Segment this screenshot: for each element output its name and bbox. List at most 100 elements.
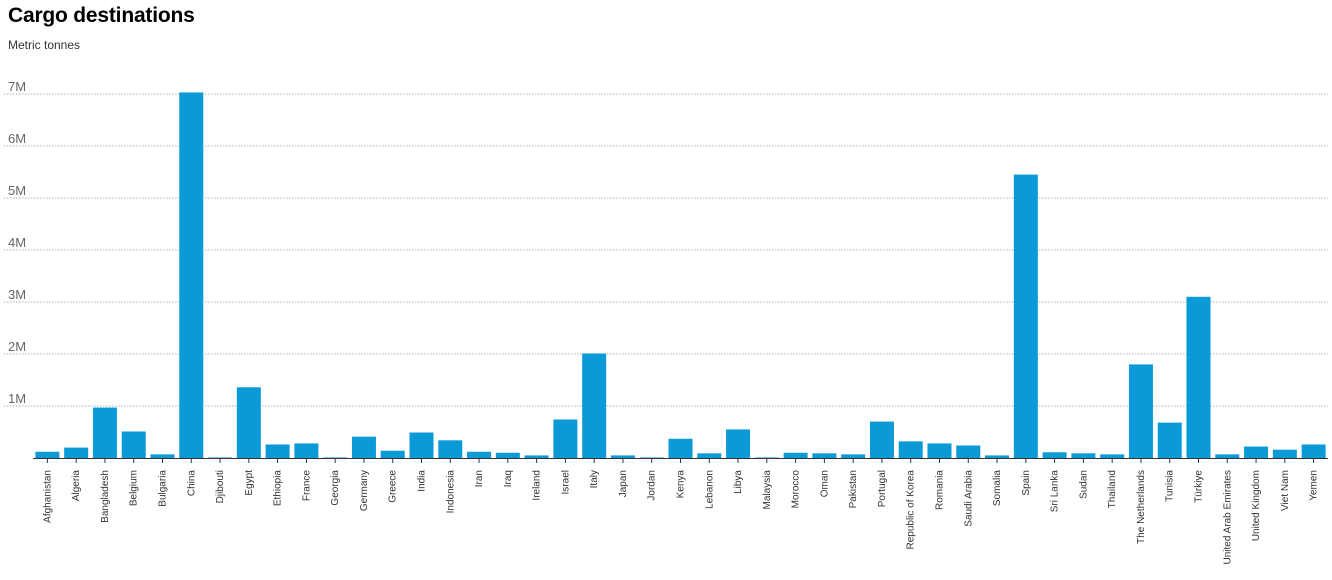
bar — [1071, 453, 1096, 458]
y-tick-label: 4M — [8, 235, 26, 250]
x-tick-label: Sudan — [1078, 470, 1089, 499]
bar — [985, 455, 1010, 458]
x-tick-label: Israel — [560, 470, 571, 494]
x-tick-label: Ethiopia — [273, 470, 284, 507]
x-tick-label: Afghanistan — [42, 470, 53, 523]
x-tick-label: China — [186, 470, 197, 497]
x-tick-label: Malaysia — [762, 470, 773, 510]
x-tick-label: Ireland — [532, 470, 543, 501]
x-tick-label: Sri Lanka — [1050, 470, 1061, 513]
x-tick-label: Pakistan — [848, 470, 859, 508]
bar — [1272, 449, 1297, 458]
bar — [294, 443, 319, 458]
x-tick-label: Romania — [935, 470, 946, 510]
x-tick-label: Indonesia — [445, 470, 456, 514]
bar — [35, 451, 60, 458]
y-tick-label: 7M — [8, 79, 26, 94]
x-tick-label: Belgium — [129, 470, 140, 506]
x-tick-label: Lebanon — [704, 470, 715, 509]
x-tick-label: Iran — [474, 470, 485, 487]
bar — [726, 429, 751, 458]
x-tick-label: Somalia — [992, 470, 1003, 507]
bar — [323, 457, 348, 458]
x-tick-label: Libya — [733, 470, 744, 494]
bar — [668, 438, 693, 458]
bar — [1013, 174, 1038, 458]
bar — [639, 457, 664, 458]
bar — [898, 441, 923, 458]
x-tick-label: Egypt — [244, 470, 255, 496]
bar — [236, 387, 261, 458]
bar — [1301, 444, 1326, 458]
bar — [179, 92, 204, 458]
x-tick-label: United Kingdom — [1251, 470, 1262, 541]
x-tick-label: Portugal — [877, 470, 888, 507]
bar — [409, 432, 434, 458]
bar — [1215, 454, 1240, 458]
bar — [265, 444, 290, 458]
bar — [812, 453, 837, 458]
chart-title: Cargo destinations — [8, 4, 195, 27]
y-tick-label: 3M — [8, 287, 26, 302]
y-tick-label: 5M — [8, 183, 26, 198]
x-tick-label: Georgia — [330, 470, 341, 506]
y-tick-label: 6M — [8, 131, 26, 146]
bar — [1100, 454, 1125, 458]
x-tick-label: The Netherlands — [1136, 470, 1147, 544]
bar — [467, 451, 492, 458]
y-tick-label: 1M — [8, 391, 26, 406]
bar — [208, 457, 233, 458]
bar — [1157, 422, 1182, 458]
y-tick-label: 2M — [8, 339, 26, 354]
bar — [1042, 452, 1067, 458]
bar — [1128, 364, 1153, 458]
bar — [1244, 446, 1269, 458]
x-tick-label: Tunisia — [1165, 470, 1176, 502]
x-tick-label: Algeria — [71, 470, 82, 502]
bar — [869, 421, 894, 458]
bar — [92, 407, 117, 458]
x-tick-label: Greece — [388, 470, 399, 503]
x-tick-label: Japan — [618, 470, 629, 497]
x-tick-label: India — [417, 470, 428, 492]
bar — [582, 353, 607, 458]
bar — [438, 440, 463, 458]
bar — [150, 454, 175, 458]
x-tick-label: Djibouti — [215, 470, 226, 503]
bar — [927, 443, 952, 458]
bar — [64, 447, 89, 458]
bar — [956, 445, 981, 458]
x-tick-label: Türkiye — [1194, 470, 1205, 503]
bar — [841, 454, 866, 458]
bar — [524, 455, 549, 458]
bar — [495, 452, 520, 458]
x-tick-label: Jordan — [647, 470, 658, 501]
bar — [553, 419, 578, 458]
bar — [610, 455, 635, 458]
x-tick-label: United Arab Emirates — [1222, 470, 1233, 565]
x-tick-label: Oman — [819, 470, 830, 497]
bar — [754, 457, 779, 458]
x-tick-label: France — [301, 470, 312, 502]
x-tick-label: Thailand — [1107, 470, 1118, 508]
x-tick-label: Bangladesh — [100, 470, 111, 523]
x-tick-label: Yemen — [1309, 470, 1320, 501]
bar — [380, 450, 405, 458]
x-tick-label: Bulgaria — [158, 470, 169, 507]
bar — [351, 436, 376, 458]
x-tick-label: Italy — [589, 470, 600, 488]
bar — [783, 452, 808, 458]
x-tick-label: Viet Nam — [1280, 470, 1291, 511]
x-tick-label: Germany — [359, 470, 370, 511]
bar — [697, 453, 722, 458]
chart-subtitle: Metric tonnes — [8, 38, 81, 52]
x-tick-label: Kenya — [676, 470, 687, 499]
x-tick-label: Spain — [1021, 470, 1032, 496]
x-tick-label: Iraq — [503, 470, 514, 487]
bar — [1186, 296, 1211, 458]
x-tick-label: Republic of Korea — [906, 470, 917, 550]
bar — [121, 431, 146, 458]
x-tick-label: Morocco — [791, 470, 802, 509]
x-tick-label: Saudi Arabia — [963, 470, 974, 527]
